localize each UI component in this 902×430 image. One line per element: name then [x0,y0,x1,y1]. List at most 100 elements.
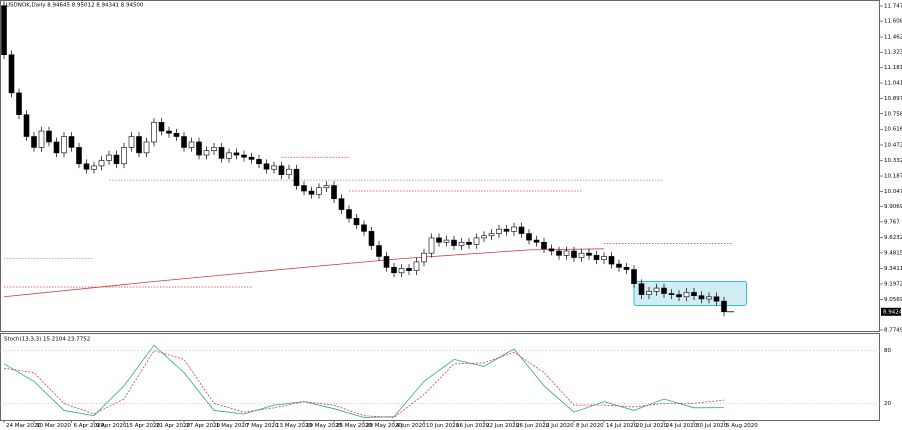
candle-body [683,292,690,298]
stoch-tick-label: 20 [884,401,891,407]
candle-body [616,263,622,268]
candle-body [451,239,457,246]
x-tick-label: 24 Mar 2020 [6,423,41,429]
x-tick-label: 27 Apr 2020 [186,423,221,429]
candle-body [428,237,435,254]
candle-body [113,154,120,165]
candle-body [503,228,510,232]
x-tick-label: 15 Apr 2020 [126,423,161,429]
y-tick-label: 11.6085 [884,19,902,25]
candle-body [421,252,427,263]
candle-body [518,226,525,234]
y-tick-label: 10.6167 [884,127,902,133]
candle-body [278,165,285,175]
x-tick-label: 13 May 2020 [276,423,312,429]
x-tick-label: 30 Jul 2020 [696,423,728,429]
candle-body [83,163,90,170]
candle-body [496,228,502,234]
x-tick-label: 8 Jul 2020 [576,423,604,429]
x-tick-label: 14 Jul 2020 [606,423,638,429]
candle-body [586,252,592,256]
x-tick-label: 26 Jun 2020 [516,423,550,429]
candle-body [338,198,345,210]
x-tick-label: 22 Jun 2020 [486,423,520,429]
candle-body [376,245,382,257]
y-tick-label: 9.6232 [884,235,902,241]
candle-body [398,268,405,274]
x-tick-label: 7 May 2020 [246,423,279,429]
candle-body [143,141,150,154]
candle-body [121,147,127,165]
candle-body [323,185,330,189]
candle-body [601,256,607,261]
y-tick-label: 9.4815 [884,251,902,257]
candle-body [526,233,532,241]
candle-body [676,294,682,298]
candle-body [578,252,585,258]
x-tick-label: 2 Jul 2020 [546,423,574,429]
x-tick-label: 19 May 2020 [306,423,342,429]
candle-body [128,136,135,148]
y-tick-label: 9.3411 [884,266,902,272]
candle-body [98,160,105,167]
price-frame [0,0,880,332]
candle-body [436,237,442,243]
x-tick-label: 5 Aug 2020 [726,423,758,429]
candle-body [53,141,60,154]
last-price-label: 8.9424 [883,309,902,315]
stoch-d [3,350,725,418]
y-tick-label: 10.0472 [884,189,902,195]
candle-body [608,256,615,265]
y-tick-label: 10.4722 [884,142,902,148]
stoch-frame [0,333,880,421]
x-tick-label: 1 May 2020 [216,423,249,429]
candle-body [316,187,322,195]
candle-body [331,185,337,199]
y-tick-label: 10.7585 [884,111,902,117]
candle-body [713,296,720,302]
candle-body [631,269,637,284]
candle-body [158,122,165,132]
candle-body [383,256,390,268]
candle-body [1,5,7,56]
y-tick-label: 11.7472 [884,3,902,9]
y-tick-label: 9.767 [884,219,900,225]
candle-body [286,168,292,175]
x-tick-label: 25 May 2020 [336,423,372,429]
candle-body [31,136,37,148]
x-tick-label: 10 Jun 2020 [426,423,460,429]
x-tick-label: 16 Jun 2020 [456,423,490,429]
stoch-title: Stoch(13,3,3) 15.2104 23.7752 [4,337,90,343]
candle-body [16,92,22,116]
candle-body [166,130,172,134]
candle-body [458,241,465,246]
y-tick-label: 9.0569 [884,297,902,303]
candle-body [38,130,45,148]
candle-body [173,132,180,137]
candle-body [638,283,645,295]
y-tick-label: 11.041 [884,80,902,86]
x-tick-label: 30 Mar 2020 [36,423,71,429]
candle-body [511,226,517,232]
candle-body [706,296,712,300]
candle-body [653,287,660,292]
candle-body [226,152,232,159]
x-tick-label: 21 Apr 2020 [156,423,191,429]
chart-title: USDNOK,Daily 8.94645 8.95012 8.94341 8.9… [6,3,144,9]
candle-body [46,130,52,143]
candle-body [443,239,450,243]
candle-body [256,159,262,165]
moving-average [3,248,605,298]
candle-body [473,237,480,245]
candle-body [413,261,420,271]
candle-body [23,114,30,137]
candle-body [301,185,307,192]
candle-body [271,165,277,170]
candle-body [68,136,75,148]
candle-body [571,250,577,258]
candle-body [188,141,195,148]
candle-body [263,163,270,170]
y-tick-label: 10.897 [884,96,902,102]
candle-body [691,292,697,296]
